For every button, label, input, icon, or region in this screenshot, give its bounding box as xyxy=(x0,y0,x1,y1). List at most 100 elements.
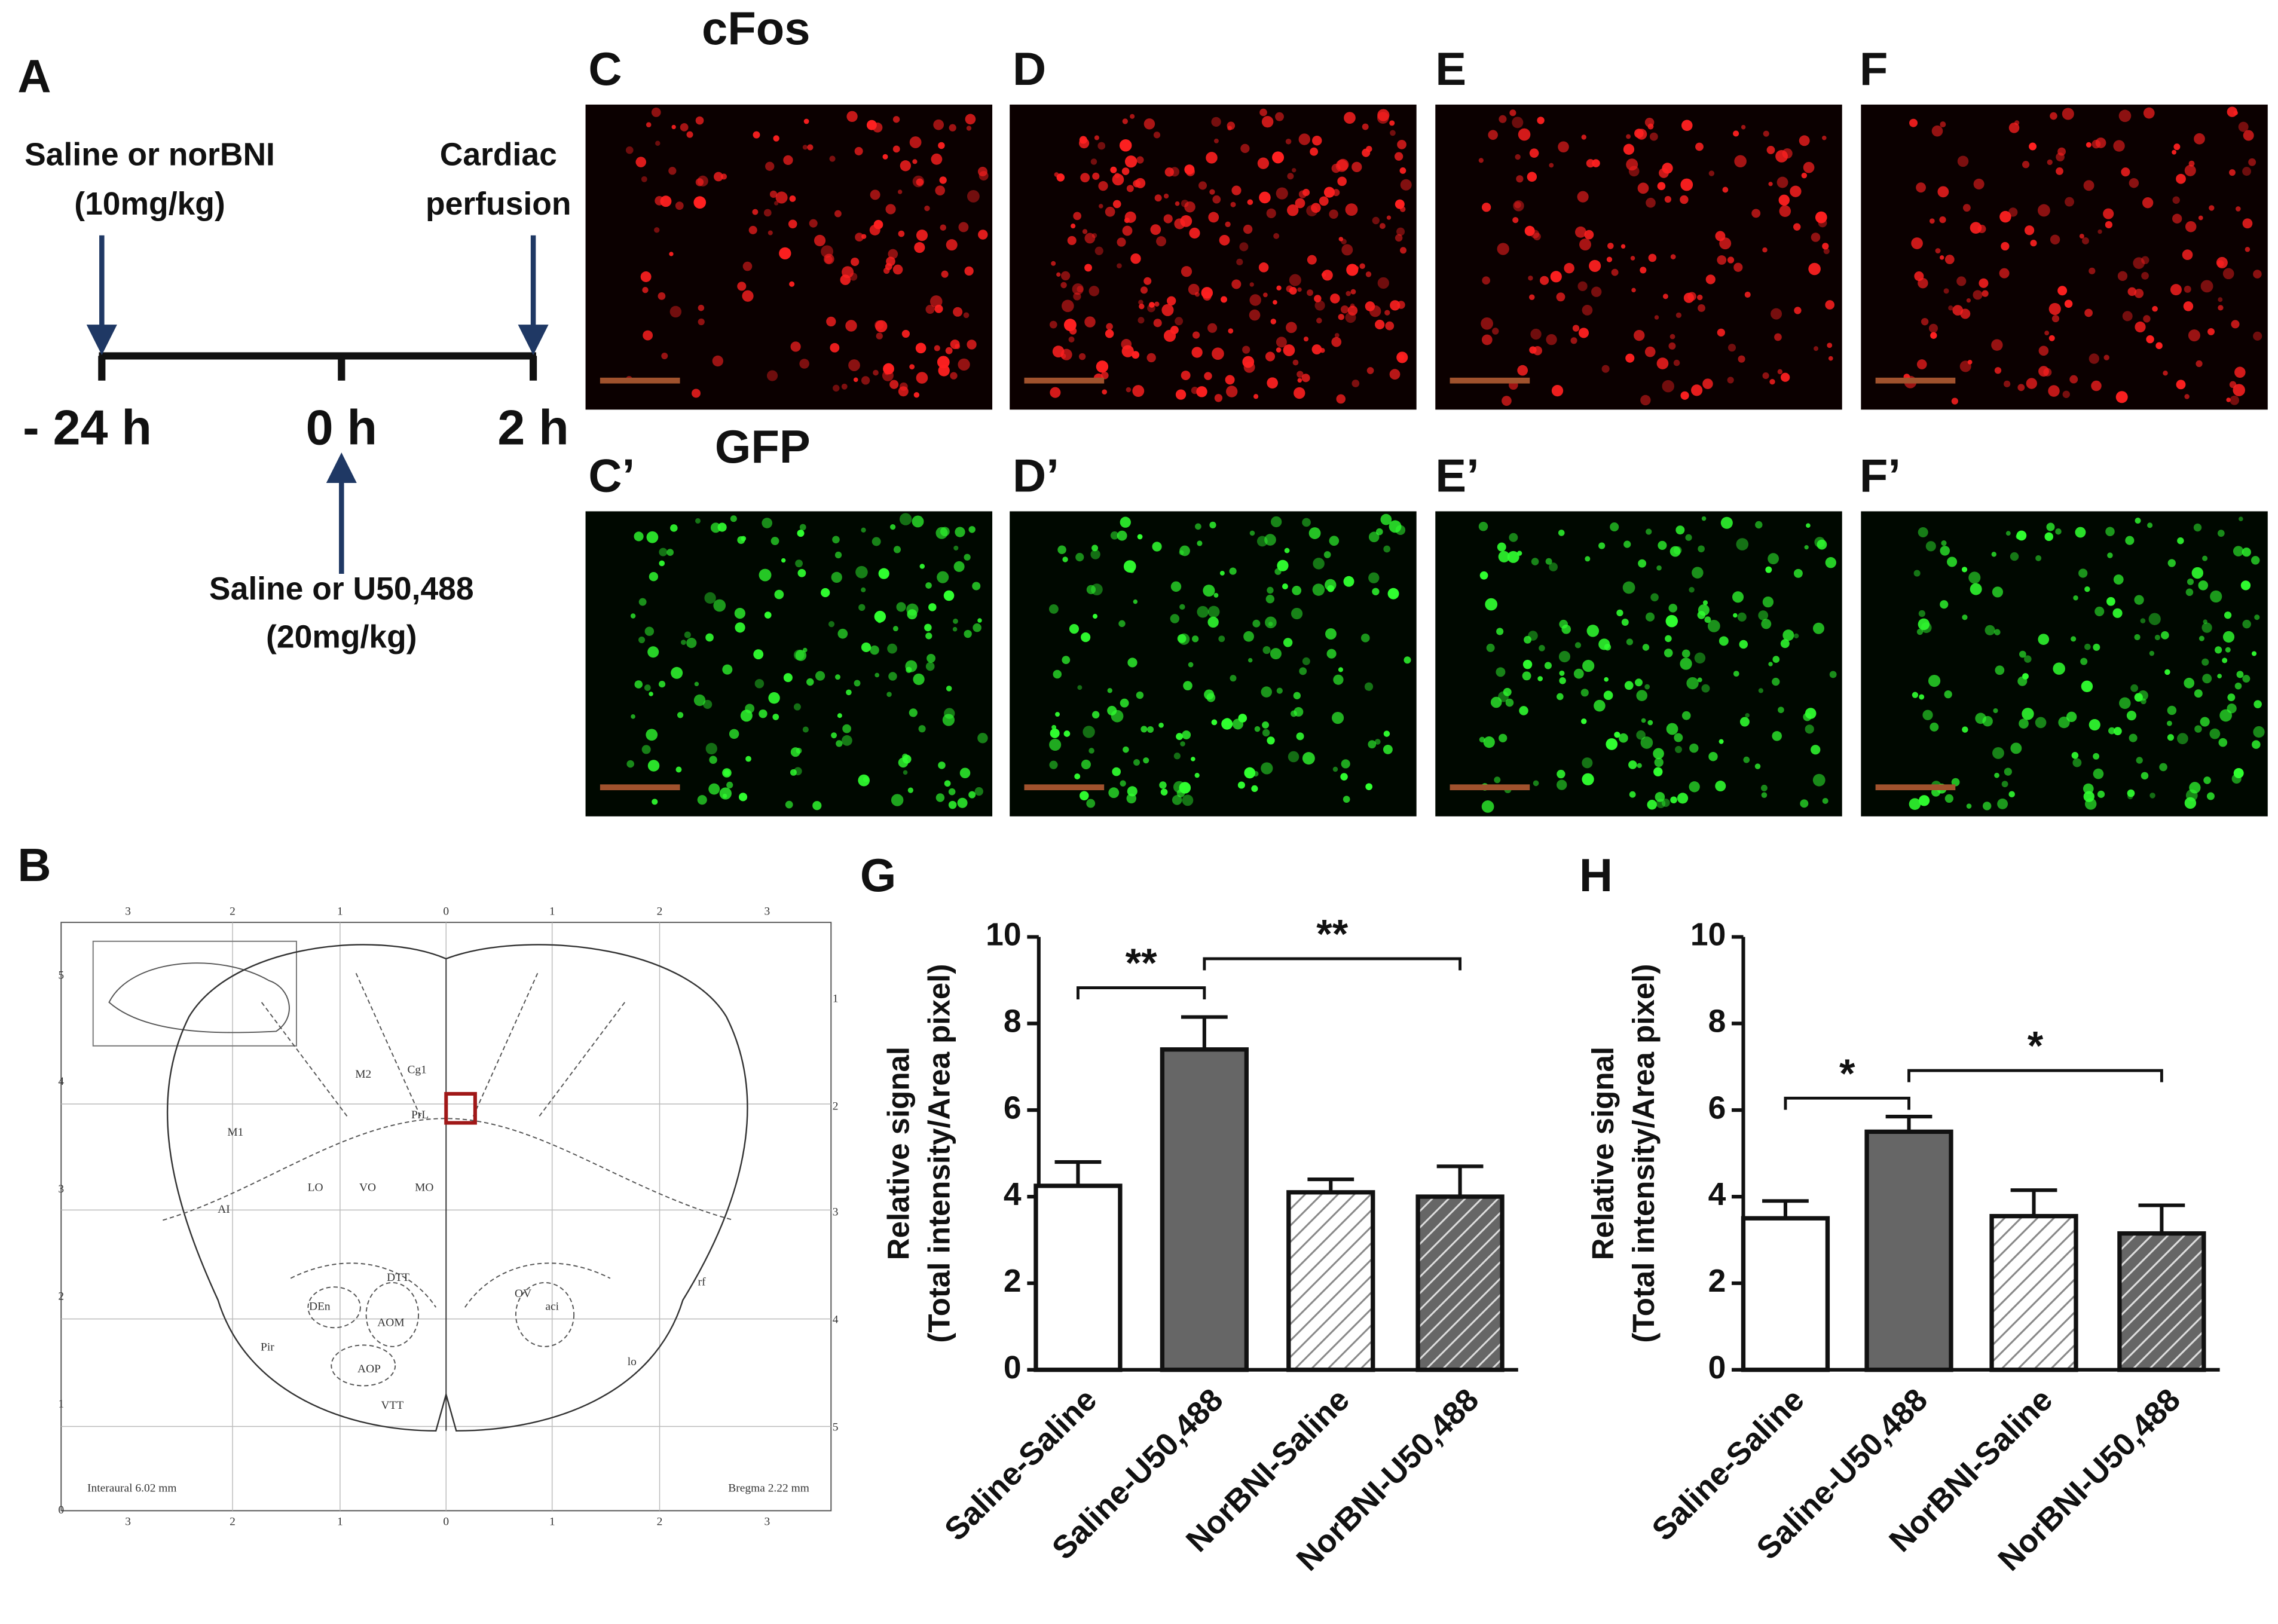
cell xyxy=(1943,288,1949,294)
cell xyxy=(972,582,981,591)
cell xyxy=(793,703,801,711)
cell xyxy=(1320,348,1325,353)
cell xyxy=(1638,559,1647,568)
cell xyxy=(1189,227,1200,239)
cell xyxy=(1247,199,1253,206)
micrograph xyxy=(1010,511,1417,816)
cell xyxy=(1102,389,1108,395)
bar xyxy=(1989,1213,2078,1372)
cell xyxy=(2146,335,2154,344)
cell xyxy=(740,709,753,722)
cell xyxy=(1490,696,1502,708)
cell xyxy=(1733,262,1743,272)
cell xyxy=(1312,136,1322,146)
cell xyxy=(1286,285,1294,293)
cell xyxy=(2004,767,2012,776)
cell xyxy=(1533,345,1542,356)
cell xyxy=(938,142,945,149)
end-label: perfusion xyxy=(426,186,571,222)
cell xyxy=(1091,545,1099,552)
cell xyxy=(2024,655,2032,663)
cell xyxy=(2183,301,2194,311)
cell xyxy=(1176,733,1184,741)
cell xyxy=(1761,619,1772,629)
cell xyxy=(948,788,956,796)
cell xyxy=(887,643,897,654)
cell xyxy=(1225,375,1235,385)
scale-bar xyxy=(1450,784,1530,791)
cell xyxy=(1188,283,1200,295)
cell xyxy=(2215,646,2222,654)
scale-label: 4 xyxy=(58,1075,64,1088)
cell xyxy=(1120,780,1126,787)
bar xyxy=(1286,1190,1375,1372)
cell xyxy=(1717,328,1725,337)
cell xyxy=(2218,305,2224,311)
cell xyxy=(1825,557,1836,568)
micrograph xyxy=(1861,511,2268,816)
panel-label: C’ xyxy=(588,451,635,502)
cell xyxy=(1931,125,1943,137)
cell xyxy=(1623,540,1631,548)
cell xyxy=(1940,546,1950,556)
cell xyxy=(861,587,866,592)
scale-bar xyxy=(1450,377,1530,384)
cell xyxy=(1127,657,1138,668)
scale-label: 1 xyxy=(549,1515,555,1528)
cell xyxy=(722,664,733,675)
cell xyxy=(1276,337,1287,348)
cell xyxy=(1616,609,1623,617)
micrograph xyxy=(585,511,993,816)
cell xyxy=(1385,321,1395,331)
cell xyxy=(1261,762,1273,775)
cell xyxy=(2127,793,2133,800)
cell xyxy=(1940,600,1949,609)
scale-label: 0 xyxy=(58,1504,64,1516)
cell xyxy=(1708,170,1715,176)
cell xyxy=(1120,698,1129,708)
cell xyxy=(1921,317,1929,326)
cell xyxy=(1640,394,1651,406)
cell xyxy=(1601,365,1610,373)
region-label: M1 xyxy=(227,1126,243,1139)
cell xyxy=(1227,126,1233,131)
cell xyxy=(1509,533,1518,542)
cell xyxy=(1383,730,1390,737)
cell xyxy=(861,527,866,533)
cell xyxy=(1230,675,1237,682)
cell xyxy=(2140,618,2146,623)
cell xyxy=(1136,691,1144,699)
y-axis-label: (Total intensity/Area pixel) xyxy=(1626,964,1661,1343)
cell xyxy=(1486,643,1495,652)
cell xyxy=(2198,580,2209,591)
cell xyxy=(848,359,860,371)
cell xyxy=(1365,271,1372,277)
cell xyxy=(1557,693,1564,701)
cell xyxy=(737,282,747,291)
cell xyxy=(1366,367,1374,374)
cell xyxy=(1772,656,1780,663)
cell xyxy=(1099,204,1103,209)
cell xyxy=(671,666,683,679)
cell xyxy=(2188,160,2195,167)
cell xyxy=(2159,763,2167,772)
cell xyxy=(646,729,658,741)
cell xyxy=(1242,356,1255,368)
cell xyxy=(773,201,779,206)
cell xyxy=(1338,667,1344,672)
cell xyxy=(1698,545,1705,553)
cell xyxy=(1657,182,1666,191)
cell xyxy=(669,252,674,256)
cell xyxy=(2035,555,2042,561)
cell xyxy=(658,680,666,688)
cell xyxy=(1228,328,1234,334)
cell xyxy=(1622,581,1635,594)
cell xyxy=(909,364,915,370)
cell xyxy=(781,558,786,563)
y-tick-label: 4 xyxy=(1004,1177,1022,1212)
y-axis-label: (Total intensity/Area pixel) xyxy=(922,964,956,1343)
cell xyxy=(1159,781,1167,789)
cell xyxy=(1778,194,1790,206)
cell xyxy=(652,799,658,805)
cell xyxy=(1308,527,1321,539)
